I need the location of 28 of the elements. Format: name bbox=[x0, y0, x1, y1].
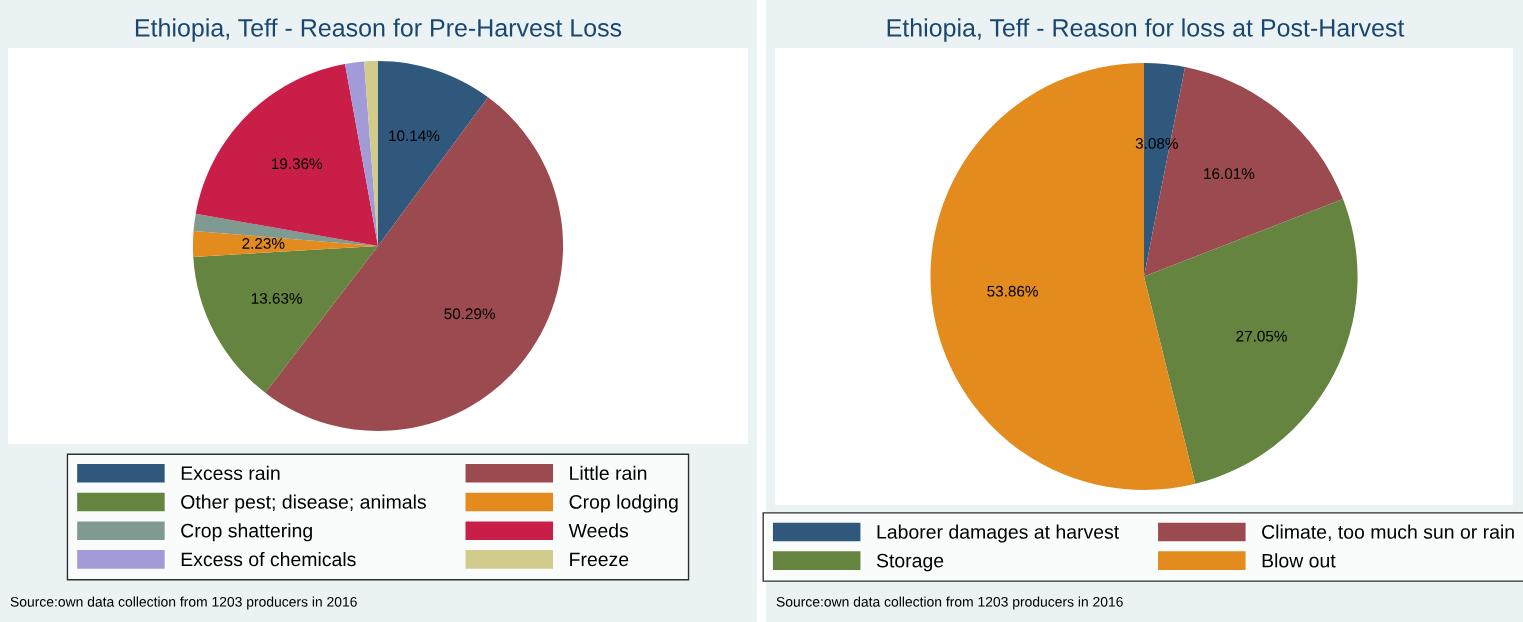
legend-label: Crop lodging bbox=[569, 494, 678, 513]
legend-label: Laborer damages at harvest bbox=[877, 524, 1120, 543]
legend-label: Weeds bbox=[568, 523, 629, 538]
source-note: Source:own data collection from 1203 producers in 2016 bbox=[776, 596, 1123, 610]
legend-label: Freeze bbox=[570, 552, 629, 567]
data-label: 27.05% bbox=[1236, 330, 1287, 342]
source-note: Source:own data collection from 1203 producers in 2016 bbox=[10, 596, 357, 610]
legend-label: Blow out bbox=[1262, 553, 1336, 568]
legend-label: Other pest; disease; animals bbox=[181, 494, 426, 513]
legend-label: Little rain bbox=[570, 465, 647, 481]
chart-title: Ethiopia, Teff - Reason for Pre-Harvest Loss bbox=[135, 18, 622, 42]
pie-slice bbox=[1144, 199, 1358, 484]
pie-slice bbox=[345, 61, 378, 246]
pie-slice bbox=[930, 62, 1196, 491]
legend-label: Storage bbox=[876, 553, 944, 572]
data-label: 10.14% bbox=[389, 130, 440, 142]
data-label: 53.86% bbox=[987, 285, 1038, 297]
legend-label: Excess of chemicals bbox=[181, 551, 356, 567]
legend-label: Excess rain bbox=[181, 465, 280, 481]
data-label: 16.01% bbox=[1204, 168, 1255, 180]
pie-slice bbox=[378, 60, 489, 246]
legend-label: Climate, too much sun or rain bbox=[1262, 524, 1514, 542]
chart-title: Ethiopia, Teff - Reason for loss at Post-Harvest bbox=[887, 18, 1405, 42]
data-label: 13.63% bbox=[251, 293, 302, 304]
data-label: 2.23% bbox=[242, 238, 285, 249]
data-label: 19.36% bbox=[271, 158, 323, 170]
data-label: 50.29% bbox=[444, 308, 495, 320]
legend-label: Crop shattering bbox=[181, 523, 312, 542]
